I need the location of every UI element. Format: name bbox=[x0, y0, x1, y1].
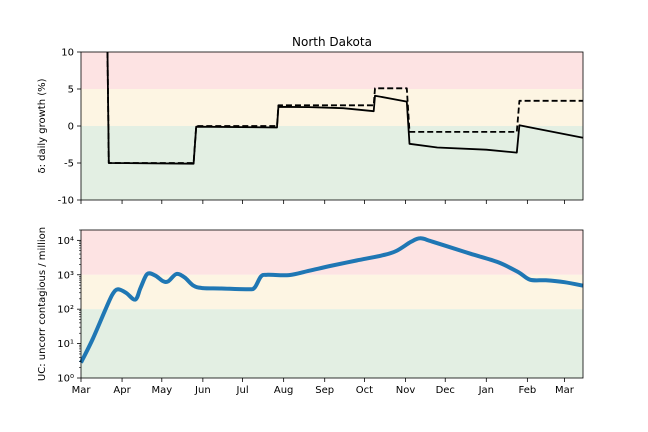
bottom-y-tick-label: 10⁴ bbox=[57, 236, 74, 247]
bottom-axes-frame bbox=[80, 229, 584, 379]
chart-title: North Dakota bbox=[292, 35, 372, 49]
x-tick-label: Jan bbox=[478, 385, 494, 396]
top-y-tick-label: -5 bbox=[64, 159, 74, 170]
x-tick-label: Apr bbox=[113, 385, 131, 396]
x-tick-label: Mar bbox=[555, 385, 575, 396]
bottom-y-axis-label: UC: uncorr contagious / million bbox=[37, 227, 48, 381]
bottom-band-1 bbox=[81, 274, 583, 310]
bottom-series-solid-line bbox=[79, 236, 584, 364]
contagious-panel: UC: uncorr contagious / million 10⁰ 10¹ 10… bbox=[37, 227, 584, 396]
bottom-y-tick-label: 10³ bbox=[57, 270, 74, 281]
bottom-y-tick-label: 10¹ bbox=[57, 339, 74, 350]
top-band-0 bbox=[81, 52, 583, 89]
x-tick-label: Nov bbox=[396, 385, 416, 396]
bottom-band-2 bbox=[81, 309, 583, 378]
x-tick-label: Jul bbox=[236, 385, 249, 396]
x-tick-label: Jun bbox=[194, 385, 211, 396]
x-tick-label: Dec bbox=[436, 385, 455, 396]
x-tick-label: Aug bbox=[274, 385, 294, 396]
top-y-tick-label: -10 bbox=[58, 196, 74, 207]
x-tick-label: May bbox=[151, 385, 172, 396]
growth-rate-panel: North Dakota δ: daily growth (%) -10 -5 0 5… bbox=[37, 35, 584, 207]
x-tick-label: Mar bbox=[72, 385, 92, 396]
top-y-axis-label: δ: daily growth (%) bbox=[37, 78, 48, 173]
top-y-tick-label: 10 bbox=[61, 48, 74, 59]
x-tick-label: Oct bbox=[356, 385, 373, 396]
x-tick-label: Sep bbox=[315, 385, 334, 396]
x-tick-label: Feb bbox=[519, 385, 537, 396]
top-y-tick-label: 0 bbox=[68, 122, 74, 133]
bottom-y-tick-label: 10² bbox=[57, 305, 74, 316]
top-y-tick-label: 5 bbox=[68, 85, 74, 96]
bottom-y-tick-label: 10⁰ bbox=[57, 374, 74, 385]
